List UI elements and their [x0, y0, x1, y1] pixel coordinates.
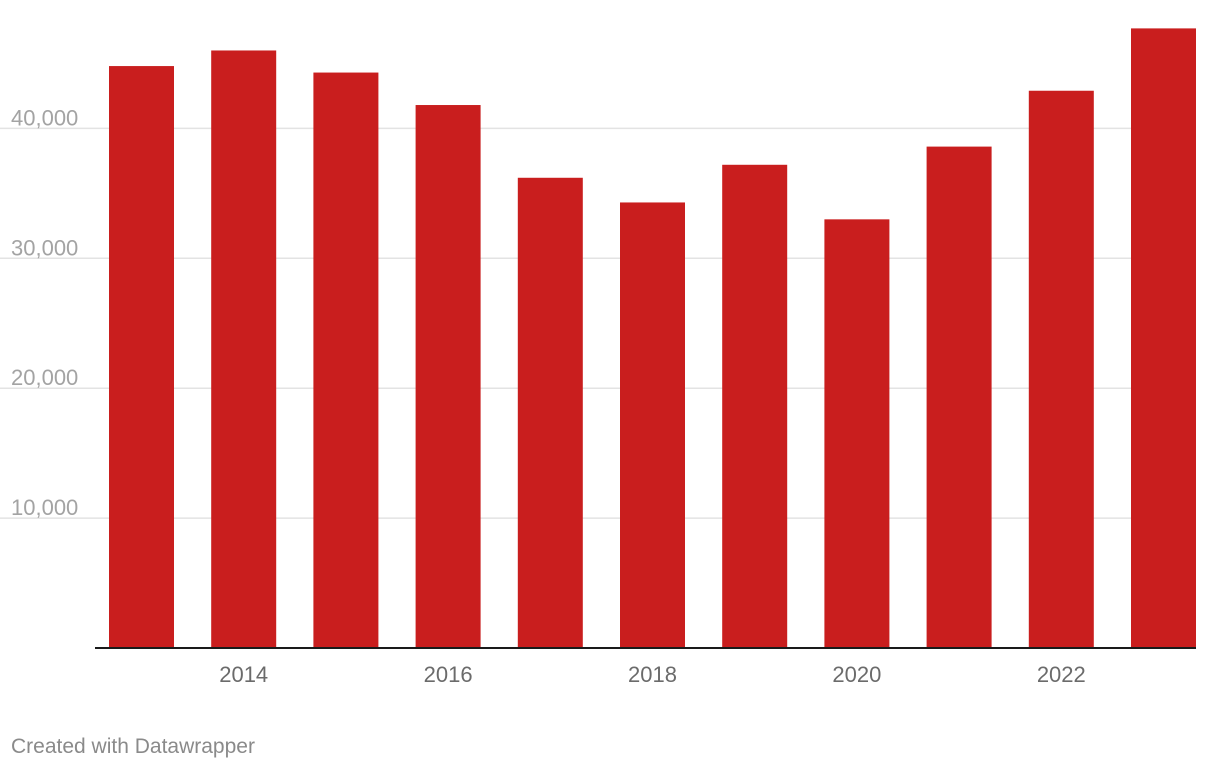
bar-2019 [722, 164, 788, 648]
bar-2022 [1028, 90, 1094, 649]
x-tick-label: 2016 [424, 662, 473, 687]
y-tick-label: 20,000 [11, 365, 78, 390]
y-tick-label: 10,000 [11, 495, 78, 520]
x-tick-label: 2020 [832, 662, 881, 687]
x-axis-tick-labels: 2014 2016 2018 2020 2022 [219, 662, 1086, 687]
bar-2021 [926, 146, 992, 648]
bar-2015 [313, 72, 379, 648]
bar-2018 [620, 202, 685, 648]
y-tick-label: 30,000 [11, 235, 78, 260]
bar-2017 [517, 177, 583, 648]
chart-canvas: 10,000 20,000 30,000 40,000 2014 2016 2018 202… [0, 28, 1196, 687]
footer-credit: Created with Datawrapper [11, 735, 255, 758]
x-tick-label: 2014 [219, 662, 268, 687]
x-tick-label: 2022 [1037, 662, 1086, 687]
bar-2013 [109, 66, 174, 648]
x-tick-label: 2018 [628, 662, 677, 687]
bar-2014 [211, 50, 277, 648]
bar-2020 [824, 219, 890, 648]
bar-2023 [1131, 28, 1196, 649]
gridlines [0, 127, 1196, 519]
y-tick-label: 40,000 [11, 105, 78, 130]
bars [109, 28, 1196, 649]
y-axis-tick-labels: 10,000 20,000 30,000 40,000 [11, 105, 78, 520]
bar-2016 [415, 105, 481, 648]
